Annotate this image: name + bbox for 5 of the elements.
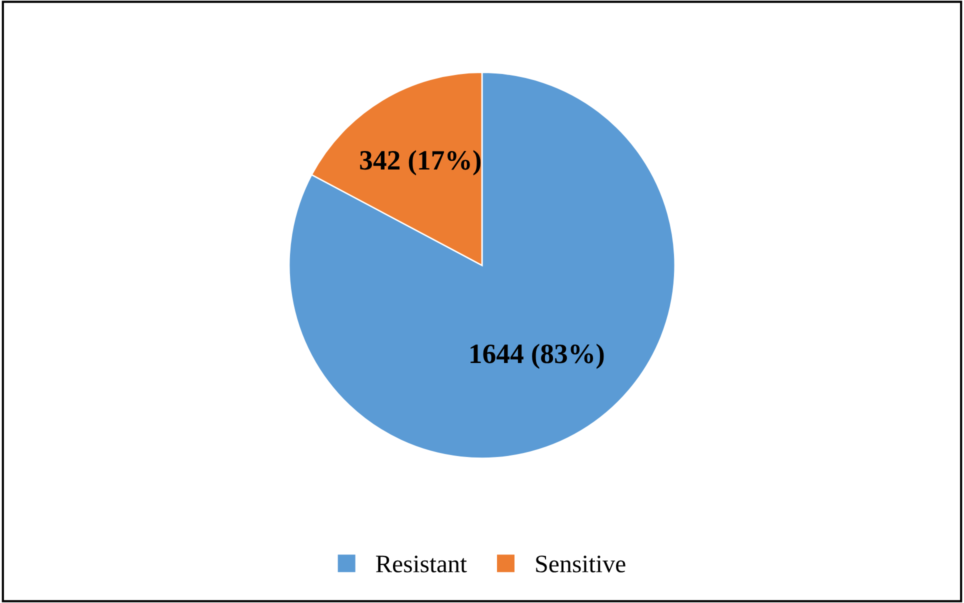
legend-label: Resistant [376, 556, 467, 572]
legend-label: Sensitive [536, 556, 626, 572]
data-label: 1644 (83%) [470, 344, 604, 369]
pie-slice [288, 72, 676, 459]
data-label: 342 (17%) [360, 150, 481, 176]
